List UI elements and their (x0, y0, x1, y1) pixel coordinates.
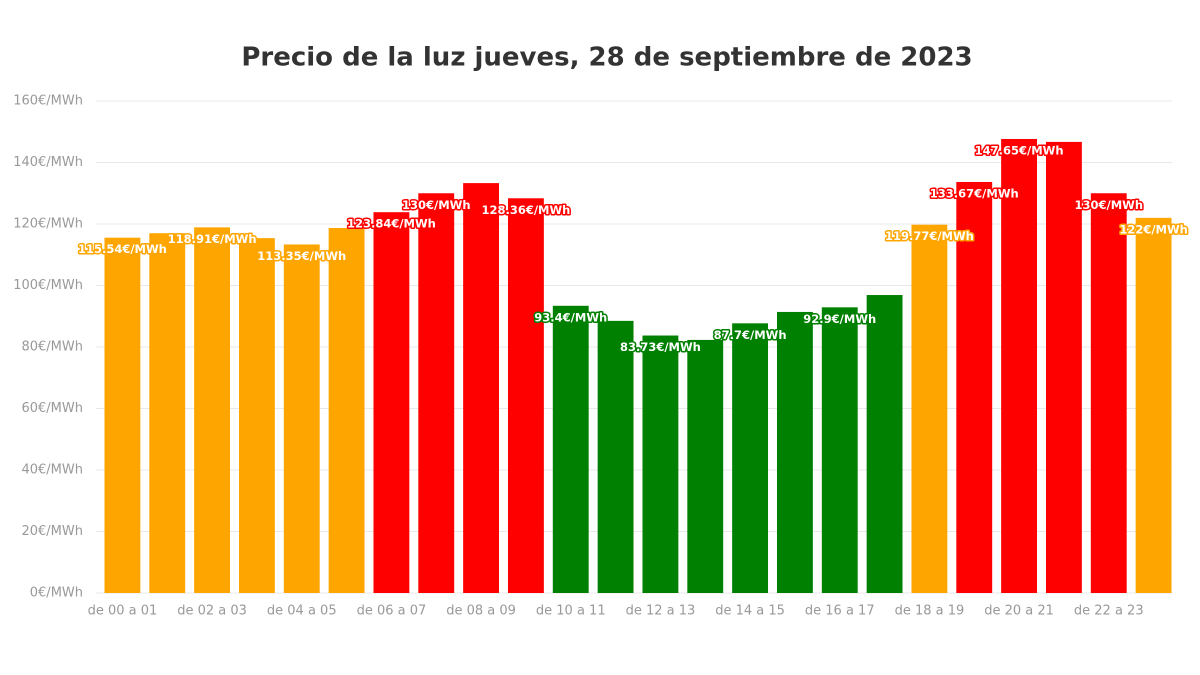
bar (194, 227, 231, 593)
value-label: 93.4€/MWh (534, 310, 607, 324)
y-tick-label: 20€/MWh (21, 524, 83, 539)
chart-title: Precio de la luz jueves, 28 de septiembr… (241, 43, 972, 73)
x-tick-label: de 08 a 09 (446, 604, 516, 619)
x-tick-label: de 22 a 23 (1074, 604, 1144, 619)
x-tick-label: de 14 a 15 (715, 604, 785, 619)
bar (552, 305, 589, 593)
bar (821, 307, 858, 593)
value-label: 87.7€/MWh (714, 328, 787, 342)
x-tick-label: de 02 a 03 (177, 604, 247, 619)
bar (328, 227, 365, 593)
bar (1090, 193, 1127, 593)
bar (1045, 141, 1082, 593)
value-label: 123.84€/MWh (347, 217, 436, 231)
bar (418, 193, 455, 593)
bar (911, 224, 948, 593)
x-tick-label: de 18 a 19 (895, 604, 965, 619)
y-tick-label: 100€/MWh (13, 278, 83, 293)
bar (507, 198, 544, 593)
bar (597, 320, 634, 593)
value-label: 115.54€/MWh (78, 242, 167, 256)
y-tick-label: 60€/MWh (21, 401, 83, 416)
bar (104, 237, 141, 594)
bar (642, 335, 679, 593)
bar (149, 233, 186, 593)
value-label: 130€/MWh (402, 198, 471, 212)
x-tick-label: de 12 a 13 (626, 604, 696, 619)
x-tick-label: de 10 a 11 (536, 604, 606, 619)
value-label: 83.73€/MWh (620, 340, 701, 354)
value-label: 130€/MWh (1074, 198, 1143, 212)
bar (956, 181, 993, 593)
value-label: 113.35€/MWh (257, 249, 346, 263)
x-tick-label: de 00 a 01 (88, 604, 158, 619)
value-label: 119.77€/MWh (885, 229, 974, 243)
bar (1135, 217, 1172, 593)
bar (1001, 138, 1038, 593)
y-tick-label: 120€/MWh (13, 217, 83, 232)
x-tick-label: de 06 a 07 (357, 604, 427, 619)
bar (776, 311, 813, 593)
value-label: 92.9€/MWh (803, 312, 876, 326)
value-label: 133.67€/MWh (930, 186, 1019, 200)
y-tick-label: 0€/MWh (30, 586, 83, 601)
bar (732, 323, 769, 593)
value-label: 128.36€/MWh (481, 203, 570, 217)
value-label: 147.65€/MWh (975, 143, 1064, 157)
bar (238, 238, 275, 593)
bar (283, 244, 320, 594)
bar (866, 295, 903, 593)
bar (463, 183, 500, 594)
y-tick-label: 80€/MWh (21, 340, 83, 355)
bar (373, 212, 410, 593)
y-tick-label: 160€/MWh (13, 94, 83, 109)
x-tick-label: de 16 a 17 (805, 604, 875, 619)
value-label: 118.91€/MWh (168, 232, 257, 246)
x-tick-label: de 20 a 21 (984, 604, 1054, 619)
y-tick-label: 40€/MWh (21, 463, 83, 478)
value-label: 122€/MWh (1119, 222, 1188, 236)
bar (687, 339, 724, 593)
y-tick-label: 140€/MWh (13, 155, 83, 170)
x-tick-label: de 04 a 05 (267, 604, 337, 619)
